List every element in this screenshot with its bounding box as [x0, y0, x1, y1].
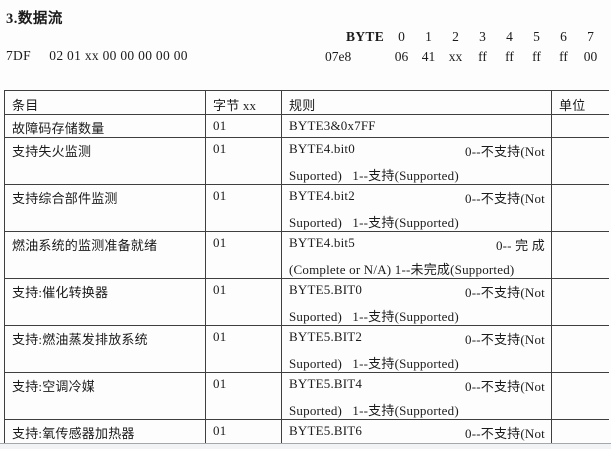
response-byte-value: ff — [478, 49, 487, 64]
rule-expression: BYTE3&0x7FF — [289, 118, 376, 133]
col-header-rule: 规则 — [281, 90, 552, 115]
rule-value-1: Suported) 1--支持(Supported) — [289, 403, 459, 418]
byte-cell: 01 — [205, 325, 282, 373]
item-cell: 支持综合部件监测 — [4, 184, 206, 232]
rule-value-0: 0--不支持(Not — [465, 285, 545, 300]
byte-row-label: BYTE — [346, 29, 384, 44]
byte-cell: 01 — [205, 372, 282, 420]
table-row: 支持综合部件监测 01 BYTE4.bit2 0--不支持(Not Suporte… — [4, 184, 609, 232]
rule-cell: BYTE4.bit2 0--不支持(Not Suported) 1--支持(Sup… — [281, 184, 552, 232]
rule-value-1: Suported) 1--支持(Supported) — [289, 168, 459, 183]
byte-cell: 01 — [205, 137, 282, 185]
item-cell: 支持:空调冷媒 — [4, 372, 206, 420]
table-row: 支持:催化转换器 01 BYTE5.BIT0 0--不支持(Not Suporte… — [4, 278, 609, 326]
unit-cell — [551, 278, 609, 326]
byte-index: 7 — [587, 29, 594, 44]
rule-expression: BYTE5.BIT0 — [289, 282, 363, 297]
response-byte-value: 41 — [421, 49, 436, 64]
unit-cell — [551, 325, 609, 373]
byte-frame-header: BYTE 0 1 2 3 4 5 6 7 07e8 06 41 xx ff ff… — [322, 27, 604, 67]
request-frame: 7DF 02 01 xx 00 00 00 00 00 — [6, 48, 188, 63]
byte-index: 1 — [425, 29, 432, 44]
response-byte-value: 00 — [583, 49, 598, 64]
table-row: 燃油系统的监测准备就绪 01 BYTE4.bit5 0-- 完 成 (Comple… — [4, 231, 609, 279]
rule-expression: BYTE5.BIT2 — [289, 329, 363, 344]
rule-expression: BYTE4.bit2 — [289, 188, 355, 203]
rule-value-1: Suported) 1--支持(Supported) — [289, 356, 459, 371]
unit-cell — [551, 419, 609, 444]
byte-index: 4 — [506, 29, 513, 44]
rule-value-0: 0-- 完 成 — [495, 238, 545, 253]
byte-index: 3 — [479, 29, 486, 44]
table-row: 支持:空调冷媒 01 BYTE5.BIT4 0--不支持(Not Suported… — [4, 372, 609, 420]
rule-value-0: 0--不支持(Not — [465, 332, 545, 347]
response-byte-value: xx — [448, 49, 463, 64]
byte-index: 5 — [533, 29, 540, 44]
col-header-unit: 单位 — [551, 90, 609, 115]
byte-cell: 01 — [205, 278, 282, 326]
unit-cell — [551, 184, 609, 232]
page-edge-line — [0, 443, 611, 444]
rule-value-1: (Complete or N/A) 1--未完成(Supported) — [289, 262, 515, 277]
section-title: 3.数据流 — [6, 11, 63, 27]
table-header-row: 条目 字节 xx 规则 单位 — [4, 90, 609, 115]
byte-cell: 01 — [205, 231, 282, 279]
rule-cell: BYTE3&0x7FF — [281, 114, 552, 138]
byte-index: 6 — [560, 29, 567, 44]
byte-index: 0 — [398, 29, 405, 44]
spec-table-container: 条目 字节 xx 规则 单位 故障码存储数量 01 BYTE3&0x7FF 支持… — [4, 90, 609, 444]
unit-cell — [551, 231, 609, 279]
rule-value-0: 0--不支持(Not — [465, 191, 545, 206]
page-below-area — [0, 444, 611, 449]
item-cell: 支持:燃油蒸发排放系统 — [4, 325, 206, 373]
rule-cell: BYTE5.BIT2 0--不支持(Not Suported) 1--支持(Sup… — [281, 325, 552, 373]
col-header-byte: 字节 xx — [205, 90, 282, 115]
item-cell: 故障码存储数量 — [4, 114, 206, 138]
rule-expression: BYTE5.BIT4 — [289, 376, 363, 391]
item-cell: 燃油系统的监测准备就绪 — [4, 231, 206, 279]
item-cell: 支持:催化转换器 — [4, 278, 206, 326]
response-byte-value: ff — [532, 49, 541, 64]
byte-index: 2 — [452, 29, 459, 44]
response-byte-value: ff — [559, 49, 568, 64]
rule-expression: BYTE4.bit5 — [289, 235, 355, 250]
response-byte-value: 06 — [394, 49, 409, 64]
col-header-item: 条目 — [4, 90, 206, 115]
byte-cell: 01 — [205, 184, 282, 232]
response-byte-value: ff — [505, 49, 514, 64]
table-row: 故障码存储数量 01 BYTE3&0x7FF — [4, 114, 609, 138]
rule-value-0: 0--不支持(Not — [465, 426, 545, 441]
rule-value-0: 0--不支持(Not — [465, 379, 545, 394]
rule-cell: BYTE4.bit0 0--不支持(Not Suported) 1--支持(Sup… — [281, 137, 552, 185]
response-can-id: 07e8 — [325, 49, 352, 64]
table-row: 支持失火监测 01 BYTE4.bit0 0--不支持(Not Suported)… — [4, 137, 609, 185]
table-row: 支持:燃油蒸发排放系统 01 BYTE5.BIT2 0--不支持(Not Supo… — [4, 325, 609, 373]
item-cell: 支持:氧传感器加热器 — [4, 419, 206, 444]
unit-cell — [551, 137, 609, 185]
byte-cell: 01 — [205, 114, 282, 138]
rule-value-1: Suported) 1--支持(Supported) — [289, 215, 459, 230]
rule-cell: BYTE5.BIT4 0--不支持(Not Suported) 1--支持(Sup… — [281, 372, 552, 420]
unit-cell — [551, 114, 609, 138]
rule-expression: BYTE5.BIT6 — [289, 423, 363, 438]
rule-value-1: Suported) 1--支持(Supported) — [289, 309, 459, 324]
rule-cell: BYTE5.BIT0 0--不支持(Not Suported) 1--支持(Sup… — [281, 278, 552, 326]
rule-cell: BYTE4.bit5 0-- 完 成 (Complete or N/A) 1--未… — [281, 231, 552, 279]
item-cell: 支持失火监测 — [4, 137, 206, 185]
spec-table: 条目 字节 xx 规则 单位 故障码存储数量 01 BYTE3&0x7FF 支持… — [4, 90, 609, 444]
rule-expression: BYTE4.bit0 — [289, 141, 355, 156]
unit-cell — [551, 372, 609, 420]
rule-value-0: 0--不支持(Not — [465, 144, 545, 159]
byte-cell: 01 — [205, 419, 282, 444]
